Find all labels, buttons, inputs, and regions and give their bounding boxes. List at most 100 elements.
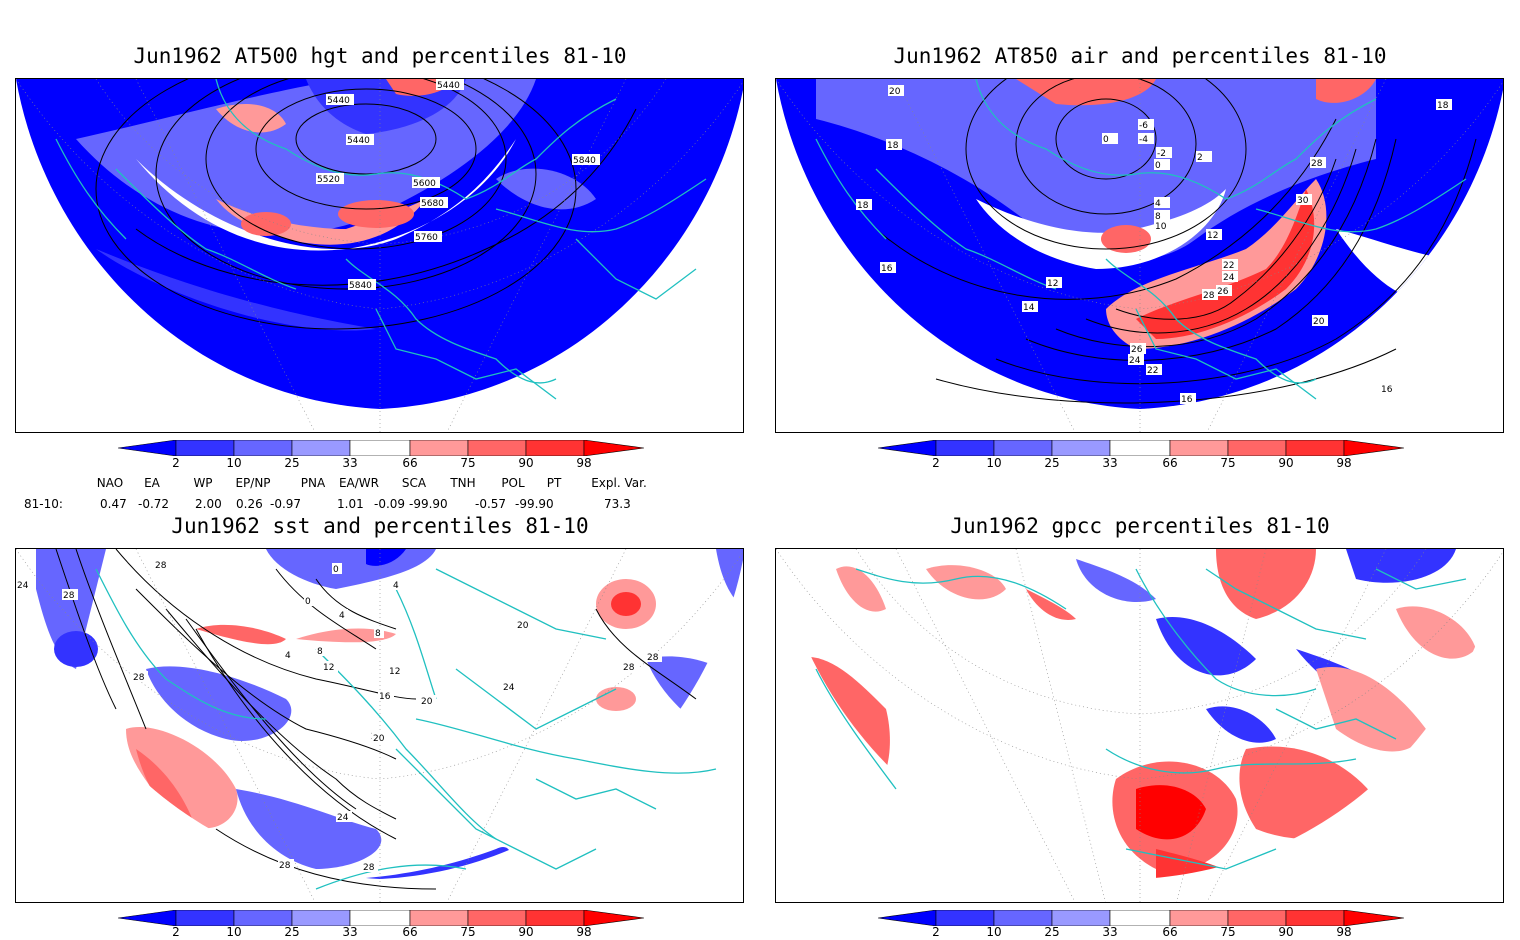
colorbar-segment xyxy=(877,439,937,457)
colorbar-tick-label: 2 xyxy=(172,925,180,939)
colorbar-tick-label: 33 xyxy=(342,456,358,470)
colorbar-tick-label: 98 xyxy=(1336,456,1352,470)
index-header: WP xyxy=(193,476,213,490)
contour-label: 5680 xyxy=(421,199,444,209)
index-header: PNA xyxy=(300,476,326,490)
contour-label: 28 xyxy=(1203,291,1215,301)
colorbar-tick-label: 66 xyxy=(1162,925,1178,939)
colorbar-tick-label: 10 xyxy=(226,925,242,939)
index-header: SCA xyxy=(401,476,427,490)
colorbar-air xyxy=(877,439,1405,457)
index-value: -99.90 xyxy=(409,497,448,511)
colorbar-labels-sst: 2 10 25 33 66 75 90 98 xyxy=(118,925,644,940)
colorbar-tick-label: 75 xyxy=(1220,925,1236,939)
colorbar-segment xyxy=(1051,909,1111,927)
contour-label: 18 xyxy=(857,201,869,211)
map-panel-hgt: 5440 5440 5440 5520 5600 5680 5760 5840 … xyxy=(15,78,744,433)
colorbar-tick-label: 90 xyxy=(518,925,534,939)
contour-label: 20 xyxy=(421,697,433,707)
colorbar-segment xyxy=(409,439,469,457)
contour-label: 12 xyxy=(323,663,334,673)
colorbar-segment xyxy=(935,439,995,457)
index-value: -0.57 xyxy=(475,497,507,511)
colorbar-tick-label: 25 xyxy=(284,456,300,470)
colorbar-segment xyxy=(1343,439,1405,457)
colorbar-tick-label: 33 xyxy=(342,925,358,939)
contour-label: 18 xyxy=(887,141,899,151)
colorbar-tick-label: 75 xyxy=(460,456,476,470)
contour-label: 16 xyxy=(1381,385,1393,395)
contour-label: 5440 xyxy=(347,136,370,146)
colorbar-tick-label: 25 xyxy=(1044,925,1060,939)
contour-label: 4 xyxy=(339,611,345,621)
contour-label: 5520 xyxy=(317,175,340,185)
contour-label: 22 xyxy=(1147,366,1158,376)
colorbar-tick-label: 2 xyxy=(172,456,180,470)
colorbar-segment xyxy=(1051,439,1111,457)
colorbar-segment xyxy=(233,439,293,457)
colorbar-tick-label: 90 xyxy=(518,456,534,470)
colorbar-tick-label: 2 xyxy=(932,925,940,939)
map-panel-air: 20 18 18 16 14 12 12 10 8 4 2 0 -2 -4 -6… xyxy=(775,78,1504,433)
contour-label: 16 xyxy=(881,264,893,274)
colorbar-segment xyxy=(525,439,585,457)
index-header: POL xyxy=(501,476,525,490)
index-header: TNH xyxy=(450,476,476,490)
contour-label: 16 xyxy=(1181,395,1193,405)
contour-label: 24 xyxy=(1223,273,1235,283)
colorbar-segment xyxy=(1343,909,1405,927)
teleconnection-indices: NAO EA WP EP/NP PNA EA/WR SCA TNH POL PT Expl. Var… xyxy=(0,472,700,516)
panel-title-sst: Jun1962 sst and percentiles 81-10 xyxy=(171,514,589,538)
contour-label: 8 xyxy=(317,647,323,657)
contour-label: -6 xyxy=(1139,121,1148,131)
colorbar-segment xyxy=(583,439,645,457)
colorbar-tick-label: 66 xyxy=(402,925,418,939)
index-header: NAO xyxy=(96,476,124,490)
colorbar-segment xyxy=(291,439,351,457)
contour-label: 28 xyxy=(623,663,635,673)
colorbar-sst xyxy=(117,909,645,927)
colorbar-labels-air: 2 10 25 33 66 75 90 98 xyxy=(878,456,1404,472)
colorbar-tick-label: 98 xyxy=(576,456,592,470)
contour-label: 20 xyxy=(889,87,901,97)
colorbar-labels-gpcc: 2 10 25 33 66 75 90 98 xyxy=(878,925,1404,940)
colorbar-segment xyxy=(467,909,527,927)
contour-label: 24 xyxy=(17,581,29,591)
index-header: PT xyxy=(546,476,562,490)
colorbar-tick-label: 90 xyxy=(1278,925,1294,939)
colorbar-tick-label: 25 xyxy=(1044,456,1060,470)
index-value: 2.00 xyxy=(195,497,222,511)
contour-label: 12 xyxy=(389,667,400,677)
colorbar-segment xyxy=(1227,909,1287,927)
contour-label: 20 xyxy=(1313,317,1325,327)
contour-label: 10 xyxy=(1155,222,1167,232)
panel-title-hgt: Jun1962 AT500 hgt and percentiles 81-10 xyxy=(133,44,627,68)
contour-label: 2 xyxy=(1197,153,1203,163)
index-header: EA/WR xyxy=(338,476,380,490)
colorbar-tick-label: 33 xyxy=(1102,925,1118,939)
colorbar-tick-label: 75 xyxy=(1220,456,1236,470)
colorbar-segment xyxy=(993,439,1053,457)
colorbar-tick-label: 25 xyxy=(284,925,300,939)
colorbar-tick-label: 33 xyxy=(1102,456,1118,470)
contour-label: 28 xyxy=(155,561,167,571)
contour-label: 4 xyxy=(393,581,399,591)
colorbar-gpcc xyxy=(877,909,1405,927)
map-panel-sst: 24 28 28 28 0 0 4 4 8 8 12 12 16 20 20 2… xyxy=(15,548,744,903)
colorbar-segment xyxy=(1109,439,1171,457)
colorbar-segment xyxy=(409,909,469,927)
contour-label: 22 xyxy=(1223,261,1234,271)
index-value: 1.01 xyxy=(337,497,364,511)
colorbar-segment xyxy=(117,439,177,457)
colorbar-tick-label: 2 xyxy=(932,456,940,470)
contour-label: -4 xyxy=(1139,135,1148,145)
contour-label: -2 xyxy=(1157,149,1166,159)
contour-label: 4 xyxy=(1155,199,1161,209)
contour-label: 26 xyxy=(1131,345,1143,355)
colorbar-segment xyxy=(583,909,645,927)
colorbar-segment xyxy=(993,909,1053,927)
colorbar-segment xyxy=(1109,909,1171,927)
contour-label: 28 xyxy=(1311,159,1323,169)
contour-label: 18 xyxy=(1437,101,1449,111)
map-panel-gpcc xyxy=(775,548,1504,903)
